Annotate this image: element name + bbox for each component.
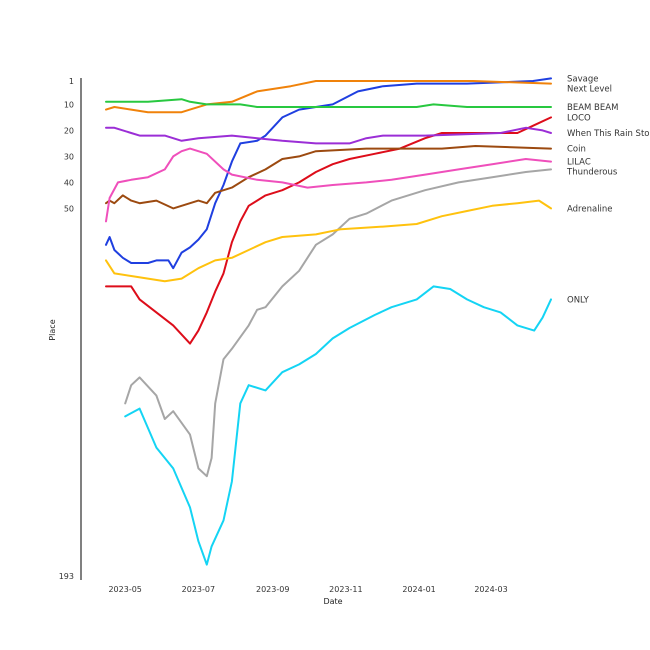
series-end-label: ONLY [567,295,590,305]
series-end-label: LILAC [567,158,591,168]
series-end-label: Adrenaline [567,204,613,214]
series-end-label: When This Rain Stops [567,129,650,139]
x-tick-label: 2023-05 [108,585,141,594]
series-line [105,126,552,145]
series-line [124,285,552,566]
series-end-label: Thunderous [566,168,618,178]
y-tick-label: 1 [69,77,74,86]
series-line [105,147,552,223]
x-axis-title: Date [323,597,342,606]
series-end-label: LOCO [567,113,591,123]
y-tick-label: 40 [64,178,74,187]
x-axis-ticks: 2023-05 2023-07 2023-09 2023-11 2024-01 2024-… [108,585,507,594]
x-tick-label: 2023-07 [182,585,215,594]
y-tick-label: 193 [59,572,74,581]
series-end-label: Coin [567,145,586,155]
series-line [124,168,552,478]
y-tick-label: 20 [64,126,74,135]
y-axis-title: Place [48,319,57,340]
series-end-label: Next Level [567,84,612,94]
series-end-label: BEAM BEAM [567,103,618,113]
y-tick-label: 10 [64,100,74,109]
series-line [105,199,552,283]
series-lines [105,77,552,566]
y-tick-label: 50 [64,204,74,213]
x-tick-label: 2023-09 [256,585,289,594]
x-tick-label: 2024-03 [474,585,507,594]
x-tick-label: 2024-01 [402,585,435,594]
y-tick-label: 30 [64,152,74,161]
series-line [105,77,552,270]
series-line [105,145,552,210]
x-tick-label: 2023-11 [329,585,362,594]
series-line [105,98,552,108]
series-end-label: Savage [567,74,598,84]
y-axis-ticks: 1 10 20 30 40 50 193 [59,77,74,581]
